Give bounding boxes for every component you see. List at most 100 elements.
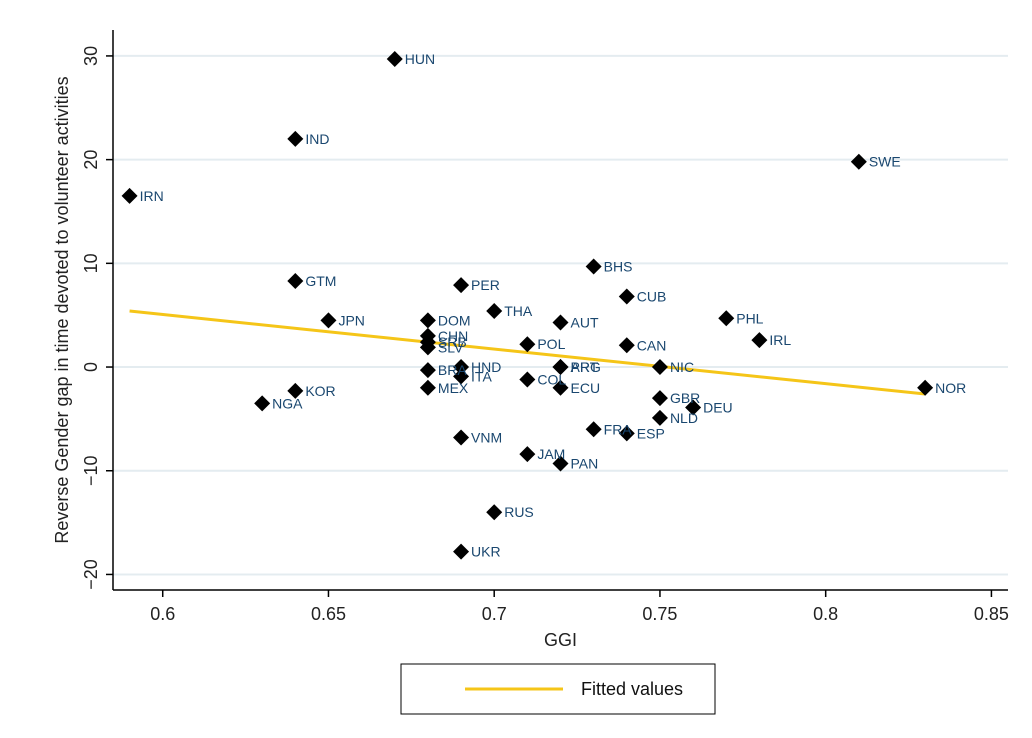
point-label-can: CAN bbox=[637, 337, 667, 353]
point-label-ita: ITA bbox=[471, 368, 492, 384]
point-bra bbox=[419, 362, 436, 379]
point-nic bbox=[651, 359, 668, 376]
point-label-gbr: GBR bbox=[670, 390, 700, 406]
point-bhs bbox=[585, 258, 602, 275]
point-label-hun: HUN bbox=[405, 51, 435, 67]
point-ind bbox=[287, 130, 304, 147]
point-can bbox=[618, 337, 635, 354]
point-label-cub: CUB bbox=[637, 289, 667, 305]
point-label-nic: NIC bbox=[670, 359, 694, 375]
point-hnd bbox=[453, 359, 470, 376]
x-tick-label-5: 0.85 bbox=[974, 604, 1009, 624]
point-phl bbox=[718, 310, 735, 327]
point-fra bbox=[585, 421, 602, 438]
point-label-jpn: JPN bbox=[338, 312, 364, 328]
x-tick-label-4: 0.8 bbox=[813, 604, 838, 624]
legend: Fitted values bbox=[400, 663, 716, 715]
point-label-nor: NOR bbox=[935, 380, 966, 396]
point-label-swe: SWE bbox=[869, 154, 901, 170]
point-label-phl: PHL bbox=[736, 310, 763, 326]
point-label-esp: ESP bbox=[637, 425, 665, 441]
point-label-dom: DOM bbox=[438, 312, 471, 328]
point-aut bbox=[552, 314, 569, 331]
point-label-irl: IRL bbox=[769, 332, 791, 348]
point-slv bbox=[419, 339, 436, 356]
point-ukr bbox=[453, 543, 470, 560]
y-tick-label-5: 30 bbox=[81, 46, 101, 66]
point-label-deu: DEU bbox=[703, 399, 733, 415]
point-label-ind: IND bbox=[305, 131, 329, 147]
point-rus bbox=[486, 504, 503, 521]
point-label-hnd: HND bbox=[471, 359, 501, 375]
point-label-chn: CHN bbox=[438, 328, 468, 344]
y-tick-label-0: −20 bbox=[81, 559, 101, 590]
point-pol bbox=[519, 336, 536, 353]
point-nld bbox=[651, 409, 668, 426]
point-irl bbox=[751, 332, 768, 349]
point-label-jam: JAM bbox=[537, 446, 565, 462]
point-vnm bbox=[453, 429, 470, 446]
point-pan bbox=[552, 455, 569, 472]
point-label-tha: THA bbox=[504, 303, 533, 319]
y-tick-label-2: 0 bbox=[81, 362, 101, 372]
point-label-arg: ARG bbox=[571, 359, 601, 375]
data-points bbox=[121, 51, 934, 560]
legend-label-fitted: Fitted values bbox=[581, 679, 683, 699]
point-swe bbox=[850, 153, 867, 170]
point-label-ecu: ECU bbox=[571, 380, 601, 396]
y-tick-label-4: 20 bbox=[81, 150, 101, 170]
point-jam bbox=[519, 446, 536, 463]
point-ecu bbox=[552, 379, 569, 396]
point-label-fra: FRA bbox=[604, 421, 633, 437]
point-label-aut: AUT bbox=[571, 314, 599, 330]
point-nga bbox=[254, 395, 271, 412]
point-mex bbox=[419, 379, 436, 396]
point-label-pan: PAN bbox=[571, 455, 599, 471]
fitted-line-layer bbox=[129, 309, 926, 396]
point-label-nga: NGA bbox=[272, 395, 303, 411]
point-nor bbox=[917, 379, 934, 396]
x-tick-label-2: 0.7 bbox=[482, 604, 507, 624]
point-tha bbox=[486, 303, 503, 320]
point-kor bbox=[287, 382, 304, 399]
point-hun bbox=[386, 51, 403, 68]
point-label-bra: BRA bbox=[438, 362, 467, 378]
x-tick-label-3: 0.75 bbox=[642, 604, 677, 624]
point-per bbox=[453, 277, 470, 294]
point-label-nld: NLD bbox=[670, 410, 698, 426]
point-label-per: PER bbox=[471, 277, 500, 293]
point-dom bbox=[419, 312, 436, 329]
point-label-kor: KOR bbox=[305, 383, 335, 399]
y-tick-label-3: 10 bbox=[81, 253, 101, 273]
point-esp bbox=[618, 425, 635, 442]
x-tick-label-0: 0.6 bbox=[150, 604, 175, 624]
point-label-ukr: UKR bbox=[471, 544, 501, 560]
point-gtm bbox=[287, 272, 304, 289]
fitted-values-line bbox=[129, 309, 926, 396]
point-gbr bbox=[651, 390, 668, 407]
point-label-irn: IRN bbox=[140, 188, 164, 204]
point-label-vnm: VNM bbox=[471, 430, 502, 446]
point-label-rus: RUS bbox=[504, 504, 534, 520]
point-labels: HUN IND IRN SWE BHS GTM PER CUB THA PHL JPN DOM AUT C… bbox=[140, 51, 967, 560]
y-tick-label-1: −10 bbox=[81, 455, 101, 486]
point-cub bbox=[618, 288, 635, 305]
point-prt bbox=[552, 359, 569, 376]
point-jpn bbox=[320, 312, 337, 329]
x-tick-label-1: 0.65 bbox=[311, 604, 346, 624]
point-label-pol: POL bbox=[537, 336, 565, 352]
point-deu bbox=[685, 399, 702, 416]
point-label-prt: PRT bbox=[571, 359, 599, 375]
point-irn bbox=[121, 187, 138, 204]
point-label-col: COL bbox=[537, 371, 566, 387]
point-ita bbox=[453, 368, 470, 385]
point-label-gtm: GTM bbox=[305, 273, 336, 289]
point-label-mex: MEX bbox=[438, 380, 469, 396]
y-axis-title: Reverse Gender gap in time devoted to vo… bbox=[52, 76, 72, 543]
point-label-bhs: BHS bbox=[604, 258, 633, 274]
point-col bbox=[519, 371, 536, 388]
axes: −20 −10 0 10 20 30 0.6 0.65 0.7 0.75 0.8 0.85 bbox=[81, 30, 1009, 624]
point-label-slv: SLV bbox=[438, 339, 464, 355]
